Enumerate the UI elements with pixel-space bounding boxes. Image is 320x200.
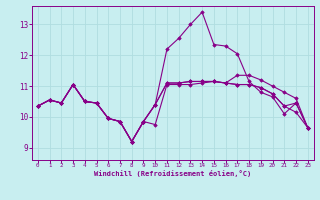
X-axis label: Windchill (Refroidissement éolien,°C): Windchill (Refroidissement éolien,°C) xyxy=(94,170,252,177)
